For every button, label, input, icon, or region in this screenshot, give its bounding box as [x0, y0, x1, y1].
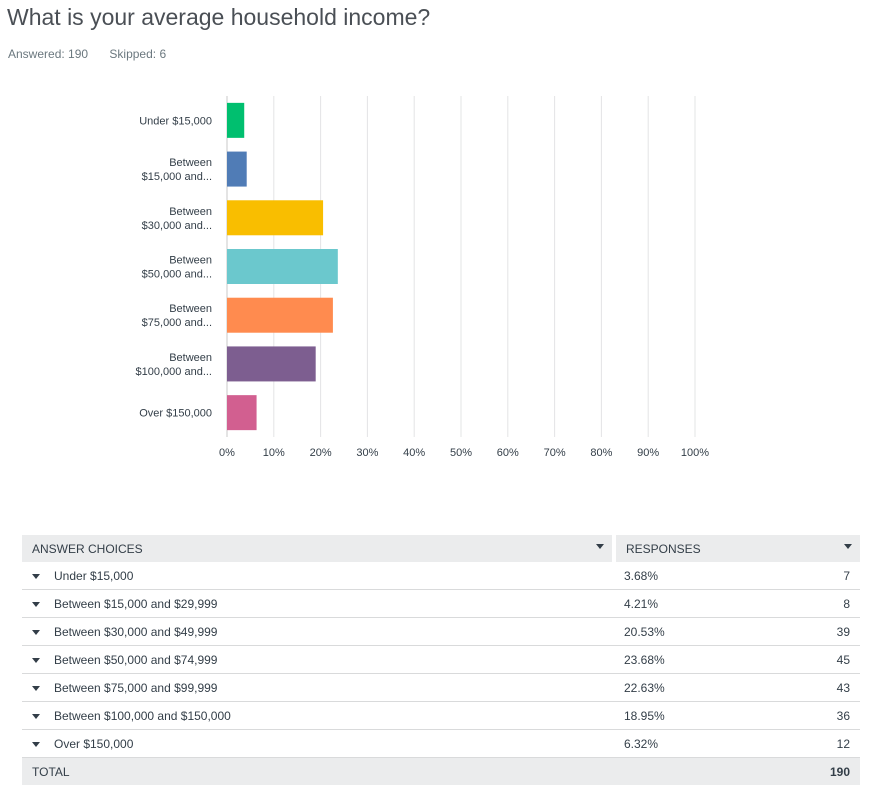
table-row[interactable]: Between $100,000 and $150,000 18.95% 36	[22, 701, 860, 730]
table-row[interactable]: Between $50,000 and $74,999 23.68% 45	[22, 645, 860, 674]
response-percent: 6.32%	[614, 729, 763, 758]
bar[interactable]	[227, 151, 247, 187]
expand-arrow-icon[interactable]	[32, 685, 40, 691]
bar[interactable]	[227, 297, 333, 333]
expand-arrow-icon[interactable]	[32, 573, 40, 579]
response-count: 7	[762, 562, 860, 590]
sort-arrow-icon[interactable]	[844, 544, 852, 549]
response-percent: 3.68%	[614, 562, 763, 590]
answer-choice-cell: Between $75,000 and $99,999	[22, 673, 614, 702]
expand-arrow-icon[interactable]	[32, 629, 40, 635]
table-row[interactable]: Between $75,000 and $99,999 22.63% 43	[22, 673, 860, 702]
response-count: 43	[762, 673, 860, 702]
category-label: Under $15,000	[139, 115, 212, 127]
answer-choice-label: Between $30,000 and $49,999	[54, 624, 218, 639]
total-spacer	[614, 757, 763, 785]
response-percent: 22.63%	[614, 673, 763, 702]
income-bar-chart: 0% 10% 20% 30% 40% 50% 60% 70% 80% 90% 100% Under $…	[136, 96, 709, 459]
responses-header[interactable]: RESPONSES	[614, 535, 860, 562]
category-label: Over $150,000	[139, 408, 212, 420]
response-percent: 18.95%	[614, 701, 763, 730]
x-tick-label: 70%	[544, 447, 566, 459]
x-tick-label: 100%	[681, 447, 709, 459]
answer-choice-cell: Between $15,000 and $29,999	[22, 589, 614, 618]
table-row[interactable]: Between $30,000 and $49,999 20.53% 39	[22, 617, 860, 646]
response-count: 39	[762, 617, 860, 646]
expand-arrow-icon[interactable]	[32, 657, 40, 663]
response-count: 12	[762, 729, 860, 758]
x-tick-label: 90%	[637, 447, 659, 459]
answer-choice-cell: Over $150,000	[22, 729, 614, 758]
table-row[interactable]: Between $15,000 and $29,999 4.21% 8	[22, 589, 860, 618]
response-percent: 23.68%	[614, 645, 763, 674]
answer-choice-label: Between $50,000 and $74,999	[54, 652, 218, 667]
category-label: Between $15,000 and...	[142, 157, 212, 183]
category-label: Between $100,000 and...	[136, 352, 212, 378]
answer-choice-label: Over $150,000	[54, 736, 134, 751]
response-count: 36	[762, 701, 860, 730]
bar[interactable]	[227, 249, 338, 284]
skipped-count: Skipped: 6	[109, 47, 167, 61]
answer-choice-label: Between $100,000 and $150,000	[54, 708, 231, 723]
response-summary: Answered: 190 Skipped: 6	[8, 47, 184, 61]
total-row: TOTAL 190	[22, 757, 860, 785]
expand-arrow-icon[interactable]	[32, 601, 40, 607]
answer-choice-label: Between $75,000 and $99,999	[54, 680, 218, 695]
answer-choices-header-label: ANSWER CHOICES	[32, 541, 143, 556]
answer-choice-label: Between $15,000 and $29,999	[54, 596, 218, 611]
category-label: Between $75,000 and...	[142, 303, 212, 329]
answer-choice-cell: Under $15,000	[22, 562, 614, 590]
x-tick-label: 40%	[403, 447, 425, 459]
total-count: 190	[762, 757, 860, 785]
response-count: 8	[762, 589, 860, 618]
bar[interactable]	[227, 102, 245, 138]
answer-choices-header[interactable]: ANSWER CHOICES	[22, 535, 616, 562]
response-count: 45	[762, 645, 860, 674]
x-tick-label: 30%	[356, 447, 378, 459]
table-row[interactable]: Under $15,000 3.68% 7	[22, 562, 860, 590]
expand-arrow-icon[interactable]	[32, 741, 40, 747]
bar[interactable]	[227, 346, 316, 382]
bar[interactable]	[227, 395, 257, 431]
table-row[interactable]: Over $150,000 6.32% 12	[22, 729, 860, 758]
answer-choice-cell: Between $30,000 and $49,999	[22, 617, 614, 646]
x-tick-label: 60%	[497, 447, 519, 459]
table-header-row: ANSWER CHOICES RESPONSES	[22, 535, 860, 562]
answer-choice-cell: Between $50,000 and $74,999	[22, 645, 614, 674]
response-percent: 4.21%	[614, 589, 763, 618]
category-label: Between $30,000 and...	[142, 206, 212, 232]
question-title: What is your average household income?	[7, 4, 431, 30]
x-tick-label: 20%	[310, 447, 332, 459]
table-body: Under $15,000 3.68% 7 Between $15,000 and $…	[22, 562, 860, 785]
x-tick-label: 0%	[219, 447, 235, 459]
response-percent: 20.53%	[614, 617, 763, 646]
answer-choice-cell: Between $100,000 and $150,000	[22, 701, 614, 730]
x-tick-label: 10%	[263, 447, 285, 459]
results-table: ANSWER CHOICES RESPONSES Under $15,000 3.…	[22, 535, 860, 785]
total-label: TOTAL	[22, 757, 614, 785]
x-tick-label: 80%	[590, 447, 612, 459]
answered-count: Answered: 190	[8, 47, 89, 61]
answer-choice-label: Under $15,000	[54, 568, 134, 583]
expand-arrow-icon[interactable]	[32, 713, 40, 719]
bar[interactable]	[227, 200, 324, 236]
x-tick-label: 50%	[450, 447, 472, 459]
responses-header-label: RESPONSES	[626, 541, 701, 556]
category-label: Between $50,000 and...	[142, 255, 212, 281]
sort-arrow-icon[interactable]	[596, 544, 604, 549]
